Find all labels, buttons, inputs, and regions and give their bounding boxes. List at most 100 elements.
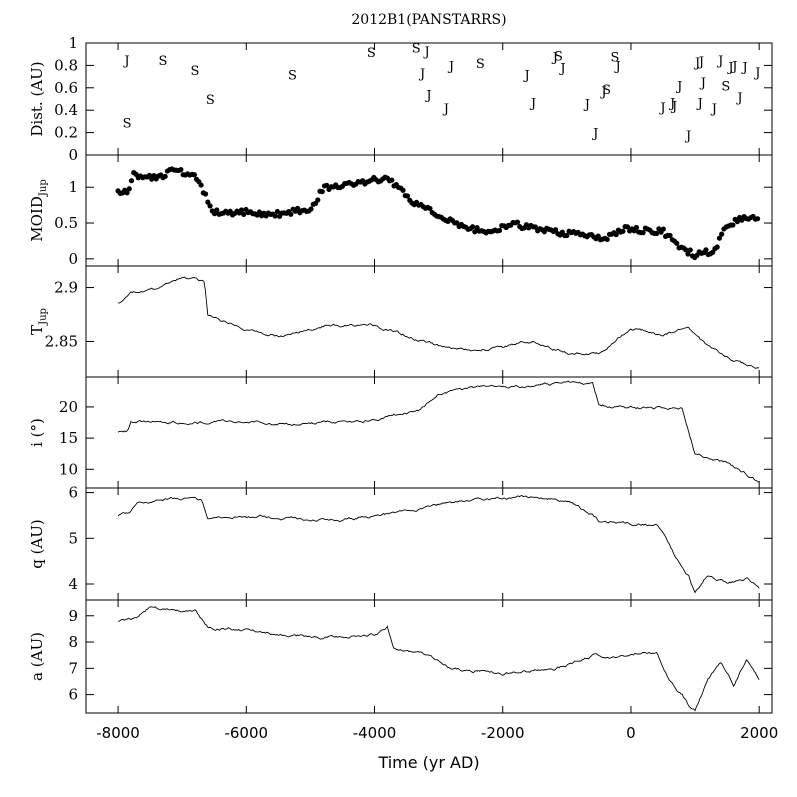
encounter-label-jupiter: J: [693, 56, 700, 71]
encounter-label-jupiter: J: [696, 96, 703, 111]
a-ytick-label: 6: [68, 686, 78, 704]
moid-point: [294, 205, 301, 211]
encounter-label-jupiter: J: [753, 66, 760, 81]
x-tick-label: 0: [626, 724, 636, 742]
incl-ylabel: i (°): [28, 418, 46, 447]
dist-ytick-label: 0.6: [54, 79, 78, 97]
encounter-label-saturn: S: [476, 57, 485, 72]
moid-point: [238, 207, 245, 213]
encounter-label-saturn: S: [158, 54, 167, 69]
moid-point: [126, 186, 132, 192]
encounter-label-jupiter: J: [424, 89, 431, 104]
moid-point: [640, 230, 646, 236]
encounter-label-jupiter: J: [529, 96, 536, 111]
incl-ytick-label: 20: [59, 398, 78, 416]
encounter-label-jupiter: J: [614, 59, 621, 74]
tjup-ytick-label: 2.9: [54, 279, 78, 297]
moid-point: [469, 224, 476, 230]
moid-point: [730, 222, 736, 228]
dist-ytick-label: 0.8: [54, 56, 78, 74]
x-tick-label: -6000: [224, 724, 268, 742]
moid-point: [404, 193, 411, 199]
q-ytick-label: 6: [68, 484, 78, 502]
moid-point: [319, 188, 325, 195]
encounter-label-jupiter: J: [418, 67, 425, 82]
moid-point: [308, 206, 314, 212]
incl-series-line: [117, 380, 760, 483]
encounter-label-jupiter: J: [668, 96, 675, 111]
encounter-label-saturn: S: [412, 41, 421, 56]
moid-point: [624, 224, 631, 230]
encounter-label-jupiter: J: [591, 127, 598, 142]
moid-point: [400, 187, 406, 193]
x-tick-label: -4000: [353, 724, 397, 742]
moid-point: [315, 197, 321, 203]
moid-point: [272, 213, 278, 219]
panel-tjup: 2.85 2.9 TJup: [28, 265, 773, 378]
dist-ytick-label: 0: [68, 146, 78, 164]
tjup-ylabel-sub: Jup: [38, 308, 49, 326]
x-tick-label: 2000: [740, 724, 778, 742]
moid-point: [685, 251, 691, 257]
encounter-label-saturn: S: [610, 50, 619, 65]
encounter-label-jupiter: J: [583, 97, 590, 112]
q-series-line: [117, 494, 760, 594]
moid-point: [703, 247, 709, 253]
a-ytick-label: 8: [68, 633, 78, 651]
moid-ytick-label: 0: [68, 250, 78, 268]
encounter-label-saturn: S: [191, 64, 200, 79]
encounter-label-jupiter: J: [551, 50, 558, 65]
dist-ylabel: Dist. (AU): [28, 61, 46, 136]
a-series-line: [118, 606, 760, 712]
moid-point: [734, 219, 740, 225]
moid-point: [427, 205, 433, 212]
moid-point: [564, 232, 570, 239]
encounter-label-saturn: S: [554, 49, 563, 64]
encounter-label-saturn: S: [288, 68, 297, 83]
moid-point: [754, 216, 761, 222]
x-axis: -8000 -6000 -4000 -2000 0 2000: [96, 724, 778, 742]
encounter-label-jupiter: J: [735, 91, 742, 106]
chart-title: 2012B1(PANSTARRS): [351, 12, 506, 28]
moid-point: [660, 226, 666, 232]
moid-point: [719, 231, 725, 237]
encounter-label-jupiter: J: [558, 62, 565, 77]
moid-point: [674, 240, 680, 246]
a-ytick-label: 9: [68, 607, 78, 625]
dist-ytick-label: 0.2: [54, 124, 78, 142]
encounter-label-saturn: S: [602, 83, 611, 98]
moid-point: [553, 227, 559, 233]
moid-point: [207, 203, 213, 209]
tjup-ytick-label: 2.85: [45, 332, 78, 350]
moid-point: [496, 227, 503, 234]
moid-point: [633, 224, 640, 231]
moid-point: [214, 207, 220, 213]
tjup-ylabel: TJup: [28, 308, 49, 335]
panel-a: 6 7 8 9 a (AU): [28, 599, 773, 714]
moid-point: [146, 172, 153, 178]
dist-ytick-label: 1: [68, 34, 78, 52]
moid-point: [710, 249, 716, 255]
tjup-ylabel-main: T: [28, 325, 46, 335]
encounter-label-jupiter: J: [447, 59, 454, 74]
moid-point: [532, 224, 539, 230]
encounter-label-jupiter: J: [730, 59, 737, 74]
a-ytick-label: 7: [68, 659, 78, 677]
encounter-label-jupiter: J: [658, 101, 665, 116]
moid-point: [274, 208, 280, 215]
moid-point: [604, 236, 610, 243]
encounter-label-jupiter: J: [697, 55, 704, 70]
moid-point: [128, 178, 135, 184]
a-ylabel: a (AU): [28, 632, 46, 681]
x-tick-label: -8000: [96, 724, 140, 742]
moid-point: [162, 173, 168, 180]
moid-point: [389, 177, 395, 183]
moid-point: [256, 209, 263, 215]
moid-point: [124, 190, 130, 196]
moid-point: [613, 232, 619, 238]
panel-moid: 0 0.5 1 MOIDJup: [28, 154, 773, 268]
encounter-label-jupiter: J: [716, 54, 723, 69]
moid-point: [324, 182, 330, 188]
